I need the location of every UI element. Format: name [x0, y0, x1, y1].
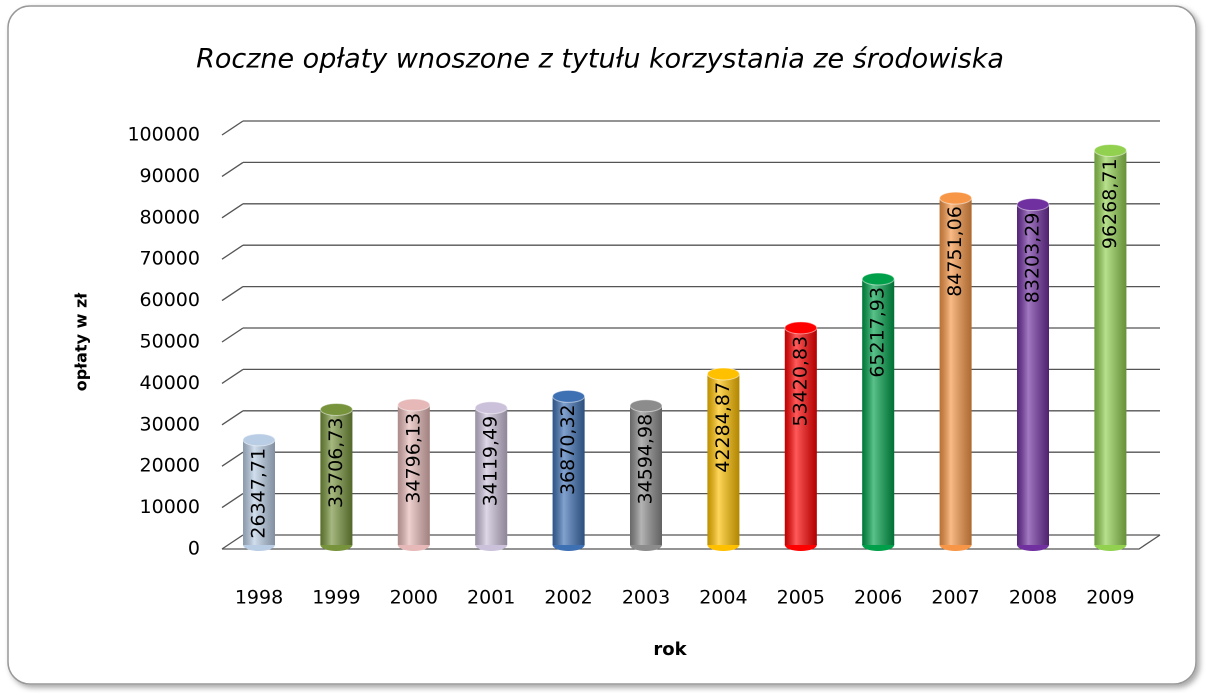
grid-line-side	[221, 286, 244, 302]
x-tick-label: 2004	[699, 587, 747, 609]
y-tick-label: 80000	[140, 206, 200, 228]
y-tick-label: 10000	[140, 496, 200, 518]
grid-line-side	[221, 451, 244, 467]
value-label: 96268,71	[1099, 158, 1121, 249]
grid-line-side	[221, 410, 244, 426]
grid-line-side	[221, 203, 244, 219]
grid-line-side	[221, 327, 244, 343]
value-label: 36870,32	[557, 404, 579, 495]
bar-top	[1016, 198, 1050, 212]
value-label: 65217,93	[867, 287, 889, 378]
bar-top	[319, 402, 353, 416]
bar-shade	[1017, 204, 1049, 545]
value-label: 42284,87	[712, 382, 734, 473]
x-tick-label: 2006	[854, 587, 902, 609]
floor	[222, 534, 1161, 550]
x-tick-label: 2000	[390, 587, 438, 609]
y-tick-label: 50000	[140, 331, 200, 353]
bar-shade	[552, 396, 585, 545]
grid-line-side	[221, 120, 244, 136]
value-label: 34594,98	[635, 414, 657, 505]
bar-shade	[320, 409, 353, 545]
value-label: 33706,73	[325, 417, 347, 508]
x-tick-label: 2007	[931, 587, 979, 609]
bar-top	[1093, 143, 1127, 157]
bar-shade	[630, 405, 662, 545]
y-tick-label: 30000	[140, 413, 200, 435]
x-tick-label: 2002	[544, 587, 592, 609]
y-tick-label: 20000	[140, 455, 200, 477]
bar-top	[552, 389, 586, 403]
x-tick-label: 1998	[235, 587, 283, 609]
x-tick-label: 2008	[1009, 587, 1057, 609]
bar-top	[629, 399, 663, 413]
grid-line-side	[221, 244, 244, 260]
bar-shade	[784, 327, 817, 545]
x-axis-title: rok	[653, 639, 687, 660]
value-label: 34119,49	[480, 416, 502, 507]
x-tick-label: 2001	[467, 587, 515, 609]
y-tick-label: 70000	[140, 248, 200, 270]
bar-shade	[862, 278, 895, 545]
bar-top	[397, 398, 431, 412]
bar-shade	[475, 407, 508, 545]
value-label: 53420,83	[789, 336, 811, 427]
grid-line-side	[221, 534, 244, 550]
x-tick-label: 2005	[777, 587, 825, 609]
grid-line-side	[221, 161, 244, 177]
value-label: 34796,13	[402, 413, 424, 504]
bar-shade	[939, 198, 972, 545]
bar-shade	[397, 404, 430, 545]
bar-top	[474, 401, 508, 415]
bar-top	[242, 433, 276, 447]
grid-line-side	[221, 368, 244, 384]
bar-shade	[243, 439, 275, 545]
x-tick-label: 1999	[312, 587, 360, 609]
x-tick-label: 2003	[622, 587, 670, 609]
value-label: 83203,29	[1022, 213, 1044, 304]
y-tick-label: 60000	[140, 289, 200, 311]
chart-title: Roczne opłaty wnoszone z tytułu korzysta…	[196, 44, 1004, 75]
y-tick-label: 40000	[140, 372, 200, 394]
value-label: 84751,06	[944, 206, 966, 297]
y-tick-label: 90000	[140, 165, 200, 187]
value-label: 26347,71	[248, 448, 270, 539]
y-tick-label: 0	[188, 538, 200, 560]
bar-shade	[707, 373, 740, 545]
grid-line-side	[221, 493, 244, 509]
y-tick-label: 100000	[127, 124, 200, 146]
bar-top	[861, 272, 895, 286]
y-axis-title: opłaty w zł	[72, 292, 91, 391]
x-tick-label: 2009	[1086, 587, 1134, 609]
bar-top	[784, 321, 818, 335]
bar-top	[706, 367, 740, 381]
bar-shade	[1094, 150, 1127, 545]
chart-frame	[7, 5, 1197, 685]
bar-top	[939, 191, 973, 205]
